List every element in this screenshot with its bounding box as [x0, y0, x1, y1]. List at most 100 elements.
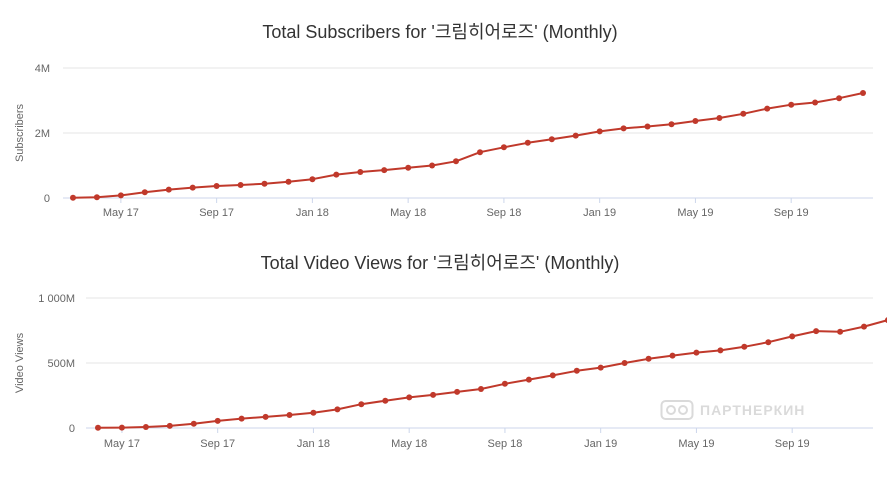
- subscribers-data-point[interactable]: [165, 186, 172, 193]
- views-data-point[interactable]: [238, 415, 245, 422]
- subscribers-data-point[interactable]: [788, 101, 795, 108]
- views-data-point[interactable]: [621, 360, 628, 366]
- views-chart: Total Video Views for '크림히어로즈' (Monthly)…: [14, 253, 887, 450]
- views-data-point[interactable]: [837, 328, 844, 335]
- views-data-point[interactable]: [286, 412, 293, 418]
- subscribers-data-point[interactable]: [860, 90, 866, 96]
- views-y-axis-title: Video Views: [14, 332, 26, 393]
- subscribers-y-tick-label: 0: [44, 193, 50, 205]
- views-data-point[interactable]: [861, 323, 867, 330]
- subscribers-x-tick-label: May 19: [677, 207, 713, 219]
- subscribers-data-point[interactable]: [237, 182, 244, 188]
- views-x-tick-label: May 17: [104, 438, 140, 450]
- subscribers-series: [70, 90, 866, 201]
- subscribers-data-point[interactable]: [477, 149, 483, 156]
- views-data-point[interactable]: [478, 386, 484, 392]
- subscribers-data-point[interactable]: [644, 123, 651, 130]
- views-data-point[interactable]: [813, 328, 820, 335]
- subscribers-chart-title: Total Subscribers for '크림히어로즈' (Monthly): [262, 22, 617, 42]
- subscribers-data-point[interactable]: [620, 125, 627, 132]
- subscribers-y-tick-label: 4M: [35, 63, 50, 75]
- views-data-point[interactable]: [789, 333, 796, 340]
- subscribers-x-tick-label: May 18: [390, 207, 426, 219]
- subscribers-data-point[interactable]: [357, 169, 364, 175]
- views-data-point[interactable]: [669, 352, 676, 359]
- subscribers-data-point[interactable]: [141, 189, 148, 196]
- views-data-point[interactable]: [717, 347, 724, 354]
- views-x-tick-label: May 19: [678, 438, 714, 450]
- subscribers-data-point[interactable]: [333, 171, 340, 178]
- views-data-point[interactable]: [142, 424, 149, 430]
- views-data-point[interactable]: [765, 339, 772, 346]
- subscribers-data-point[interactable]: [381, 167, 388, 174]
- subscribers-data-point[interactable]: [668, 121, 675, 128]
- subscribers-data-point[interactable]: [213, 183, 220, 189]
- vr-headset-icon: [660, 400, 694, 420]
- subscribers-data-point[interactable]: [716, 115, 723, 121]
- views-data-point[interactable]: [166, 422, 173, 429]
- views-series: [95, 317, 887, 431]
- views-x-tick-label: Jan 18: [297, 438, 330, 450]
- subscribers-x-tick-label: May 17: [103, 207, 139, 219]
- subscribers-data-point[interactable]: [309, 176, 316, 183]
- subscribers-data-point[interactable]: [453, 158, 459, 165]
- views-data-point[interactable]: [190, 420, 197, 427]
- views-x-ticks: May 17 Sep 17 Jan 18 May 18 Sep 18 Jan 19 May …: [104, 428, 810, 450]
- subscribers-x-ticks: May 17 Sep 17 Jan 18 May 18 Sep 18 Jan 19 May …: [103, 198, 809, 219]
- subscribers-data-point[interactable]: [93, 194, 100, 201]
- subscribers-data-point[interactable]: [524, 139, 531, 146]
- views-y-tick-label: 0: [69, 423, 75, 435]
- views-data-point[interactable]: [573, 367, 580, 374]
- subscribers-x-tick-label: Sep 19: [774, 207, 809, 219]
- subscribers-x-tick-label: Sep 17: [199, 207, 234, 219]
- subscribers-data-point[interactable]: [117, 192, 124, 199]
- subscribers-data-point[interactable]: [692, 118, 699, 124]
- subscribers-data-point[interactable]: [812, 99, 819, 106]
- subscribers-data-point[interactable]: [764, 105, 771, 112]
- watermark-text: ПАРТНЕРКИН: [700, 402, 806, 418]
- views-data-point[interactable]: [525, 376, 532, 383]
- views-data-point[interactable]: [406, 394, 413, 401]
- views-data-point[interactable]: [549, 372, 556, 379]
- views-series-line: [97, 319, 887, 429]
- views-data-point[interactable]: [95, 424, 101, 431]
- subscribers-data-point[interactable]: [285, 178, 292, 185]
- views-x-tick-label: Sep 18: [488, 438, 523, 450]
- views-data-point[interactable]: [262, 413, 269, 420]
- watermark: ПАРТНЕРКИН: [660, 397, 805, 423]
- subscribers-data-point[interactable]: [189, 184, 196, 191]
- views-data-point[interactable]: [454, 388, 461, 395]
- views-data-point[interactable]: [334, 406, 341, 413]
- views-data-point[interactable]: [645, 355, 652, 362]
- views-gridlines: [86, 297, 873, 429]
- views-data-point[interactable]: [741, 343, 748, 350]
- views-data-point[interactable]: [501, 380, 508, 387]
- subscribers-data-point[interactable]: [429, 162, 436, 169]
- subscribers-x-tick-label: Jan 19: [583, 207, 616, 219]
- subscribers-series-line: [72, 92, 864, 199]
- subscribers-data-point[interactable]: [836, 95, 843, 102]
- views-chart-title: Total Video Views for '크림히어로즈' (Monthly): [261, 253, 620, 273]
- subscribers-data-point[interactable]: [261, 180, 268, 187]
- views-data-point[interactable]: [884, 317, 887, 323]
- views-data-point[interactable]: [214, 417, 221, 424]
- subscribers-y-ticks: 0 2M 4M: [35, 63, 50, 205]
- subscribers-data-point[interactable]: [596, 128, 603, 135]
- views-data-point[interactable]: [358, 401, 365, 408]
- subscribers-data-point[interactable]: [500, 144, 507, 151]
- subscribers-data-point[interactable]: [572, 132, 579, 139]
- subscribers-data-point[interactable]: [405, 164, 412, 171]
- views-x-tick-label: Sep 17: [200, 438, 235, 450]
- views-data-point[interactable]: [118, 424, 125, 431]
- subscribers-data-point[interactable]: [70, 194, 76, 201]
- views-data-point[interactable]: [382, 397, 389, 404]
- views-x-tick-label: Sep 19: [775, 438, 810, 450]
- subscribers-data-point[interactable]: [548, 136, 555, 143]
- views-data-point[interactable]: [310, 409, 317, 416]
- views-data-point[interactable]: [597, 364, 604, 371]
- views-data-point[interactable]: [430, 391, 437, 398]
- subscribers-data-point[interactable]: [740, 110, 747, 117]
- views-y-tick-label: 1 000M: [38, 293, 75, 305]
- views-data-point[interactable]: [693, 349, 700, 356]
